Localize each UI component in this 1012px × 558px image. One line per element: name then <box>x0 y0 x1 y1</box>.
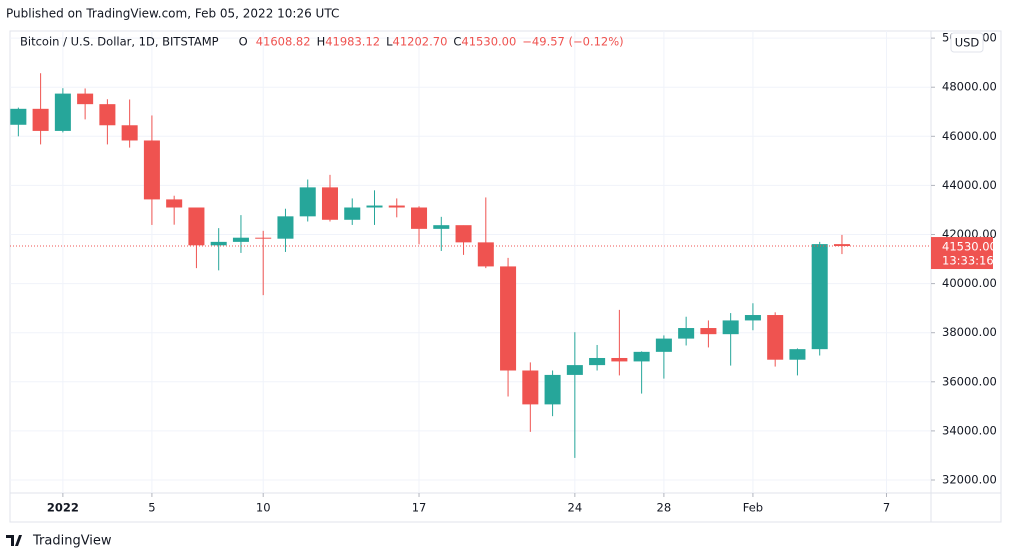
candle-body <box>566 365 583 375</box>
header-text: O <box>239 35 248 49</box>
candle-body <box>789 349 806 360</box>
y-tick-label: 44000.00 <box>942 178 997 192</box>
candle-body <box>544 374 561 405</box>
x-tick-label: 24 <box>568 501 583 515</box>
grid <box>10 31 931 493</box>
candle-body <box>321 187 338 220</box>
candle-body <box>10 108 27 125</box>
candle-body <box>678 328 695 339</box>
legend-header: Bitcoin / U.S. Dollar, 1D, BITSTAMP O 4160… <box>20 35 624 49</box>
candle-body <box>54 93 71 131</box>
candle-body <box>655 338 672 352</box>
footer-logo <box>6 535 22 546</box>
y-tick-label: 48000.00 <box>942 80 997 94</box>
candle-body <box>366 205 383 208</box>
published-note: Published on TradingView.com, Feb 05, 20… <box>6 7 339 21</box>
last-price-box <box>931 237 993 270</box>
candle-body <box>500 266 517 371</box>
candle-body <box>455 225 472 243</box>
last-price-label: 41530.00 <box>942 240 997 254</box>
header-text: 41530.00 <box>461 35 516 49</box>
candle-body <box>344 207 361 220</box>
candle-body <box>411 207 428 229</box>
candle-body <box>433 225 450 229</box>
header-text: L <box>386 35 393 49</box>
candle-body <box>767 315 784 360</box>
candle-body <box>611 357 628 362</box>
y-tick-label: 46000.00 <box>942 129 997 143</box>
header-text: H <box>317 35 326 49</box>
x-tick-label: Feb <box>743 501 763 515</box>
candles <box>10 73 931 458</box>
header-text: 41202.70 <box>393 35 448 49</box>
candle-body <box>299 187 316 217</box>
candle-body <box>633 351 650 362</box>
logo-icon <box>6 535 22 546</box>
axes: 32000.00 34000.00 36000.00 38000.00 40000.00… <box>47 31 997 515</box>
x-tick-label: 7 <box>883 501 890 515</box>
candle-body <box>811 244 828 350</box>
candle-body <box>477 242 494 267</box>
y-tick-label: 40000.00 <box>942 276 997 290</box>
candle-body <box>77 93 94 105</box>
y-tick-label: 32000.00 <box>942 472 997 486</box>
x-tick-label: 28 <box>657 501 672 515</box>
x-tick-label: 10 <box>256 501 271 515</box>
x-tick-label: 17 <box>412 501 427 515</box>
candle-body <box>166 199 183 208</box>
header-text: 41608.82 <box>256 35 311 49</box>
x-tick-label: 5 <box>148 501 155 515</box>
candle-body <box>143 140 160 200</box>
candle-body <box>522 370 539 405</box>
candle-body <box>188 207 205 246</box>
candle-body <box>210 241 227 246</box>
candle-body <box>700 328 717 335</box>
candle-body <box>833 244 850 247</box>
currency-label: USD <box>955 36 980 50</box>
candle-body <box>232 237 249 242</box>
y-tick-label: 38000.00 <box>942 325 997 339</box>
candle-body <box>589 357 606 366</box>
candle-body <box>255 237 272 239</box>
countdown-label: 13:33:16 <box>942 254 994 268</box>
candle-body <box>121 125 138 141</box>
header-text: 41983.12 <box>325 35 380 49</box>
candle-body <box>744 315 761 321</box>
candle-body <box>722 320 739 335</box>
header-text: C <box>453 35 461 49</box>
x-tick-label: 2022 <box>47 501 79 515</box>
currency-button[interactable] <box>950 32 984 53</box>
y-tick-label: 36000.00 <box>942 374 997 388</box>
candle-body <box>32 108 49 131</box>
footer-brand: TradingView <box>32 534 112 549</box>
y-tick-label: 34000.00 <box>942 423 997 437</box>
header-text: Bitcoin / U.S. Dollar, 1D, BITSTAMP <box>20 35 219 49</box>
header-text: −49.57 (−0.12%) <box>522 35 623 49</box>
candle-body <box>388 205 405 208</box>
chart-frame <box>9 30 1002 523</box>
candle-body <box>277 216 294 239</box>
candle-body <box>99 104 116 126</box>
